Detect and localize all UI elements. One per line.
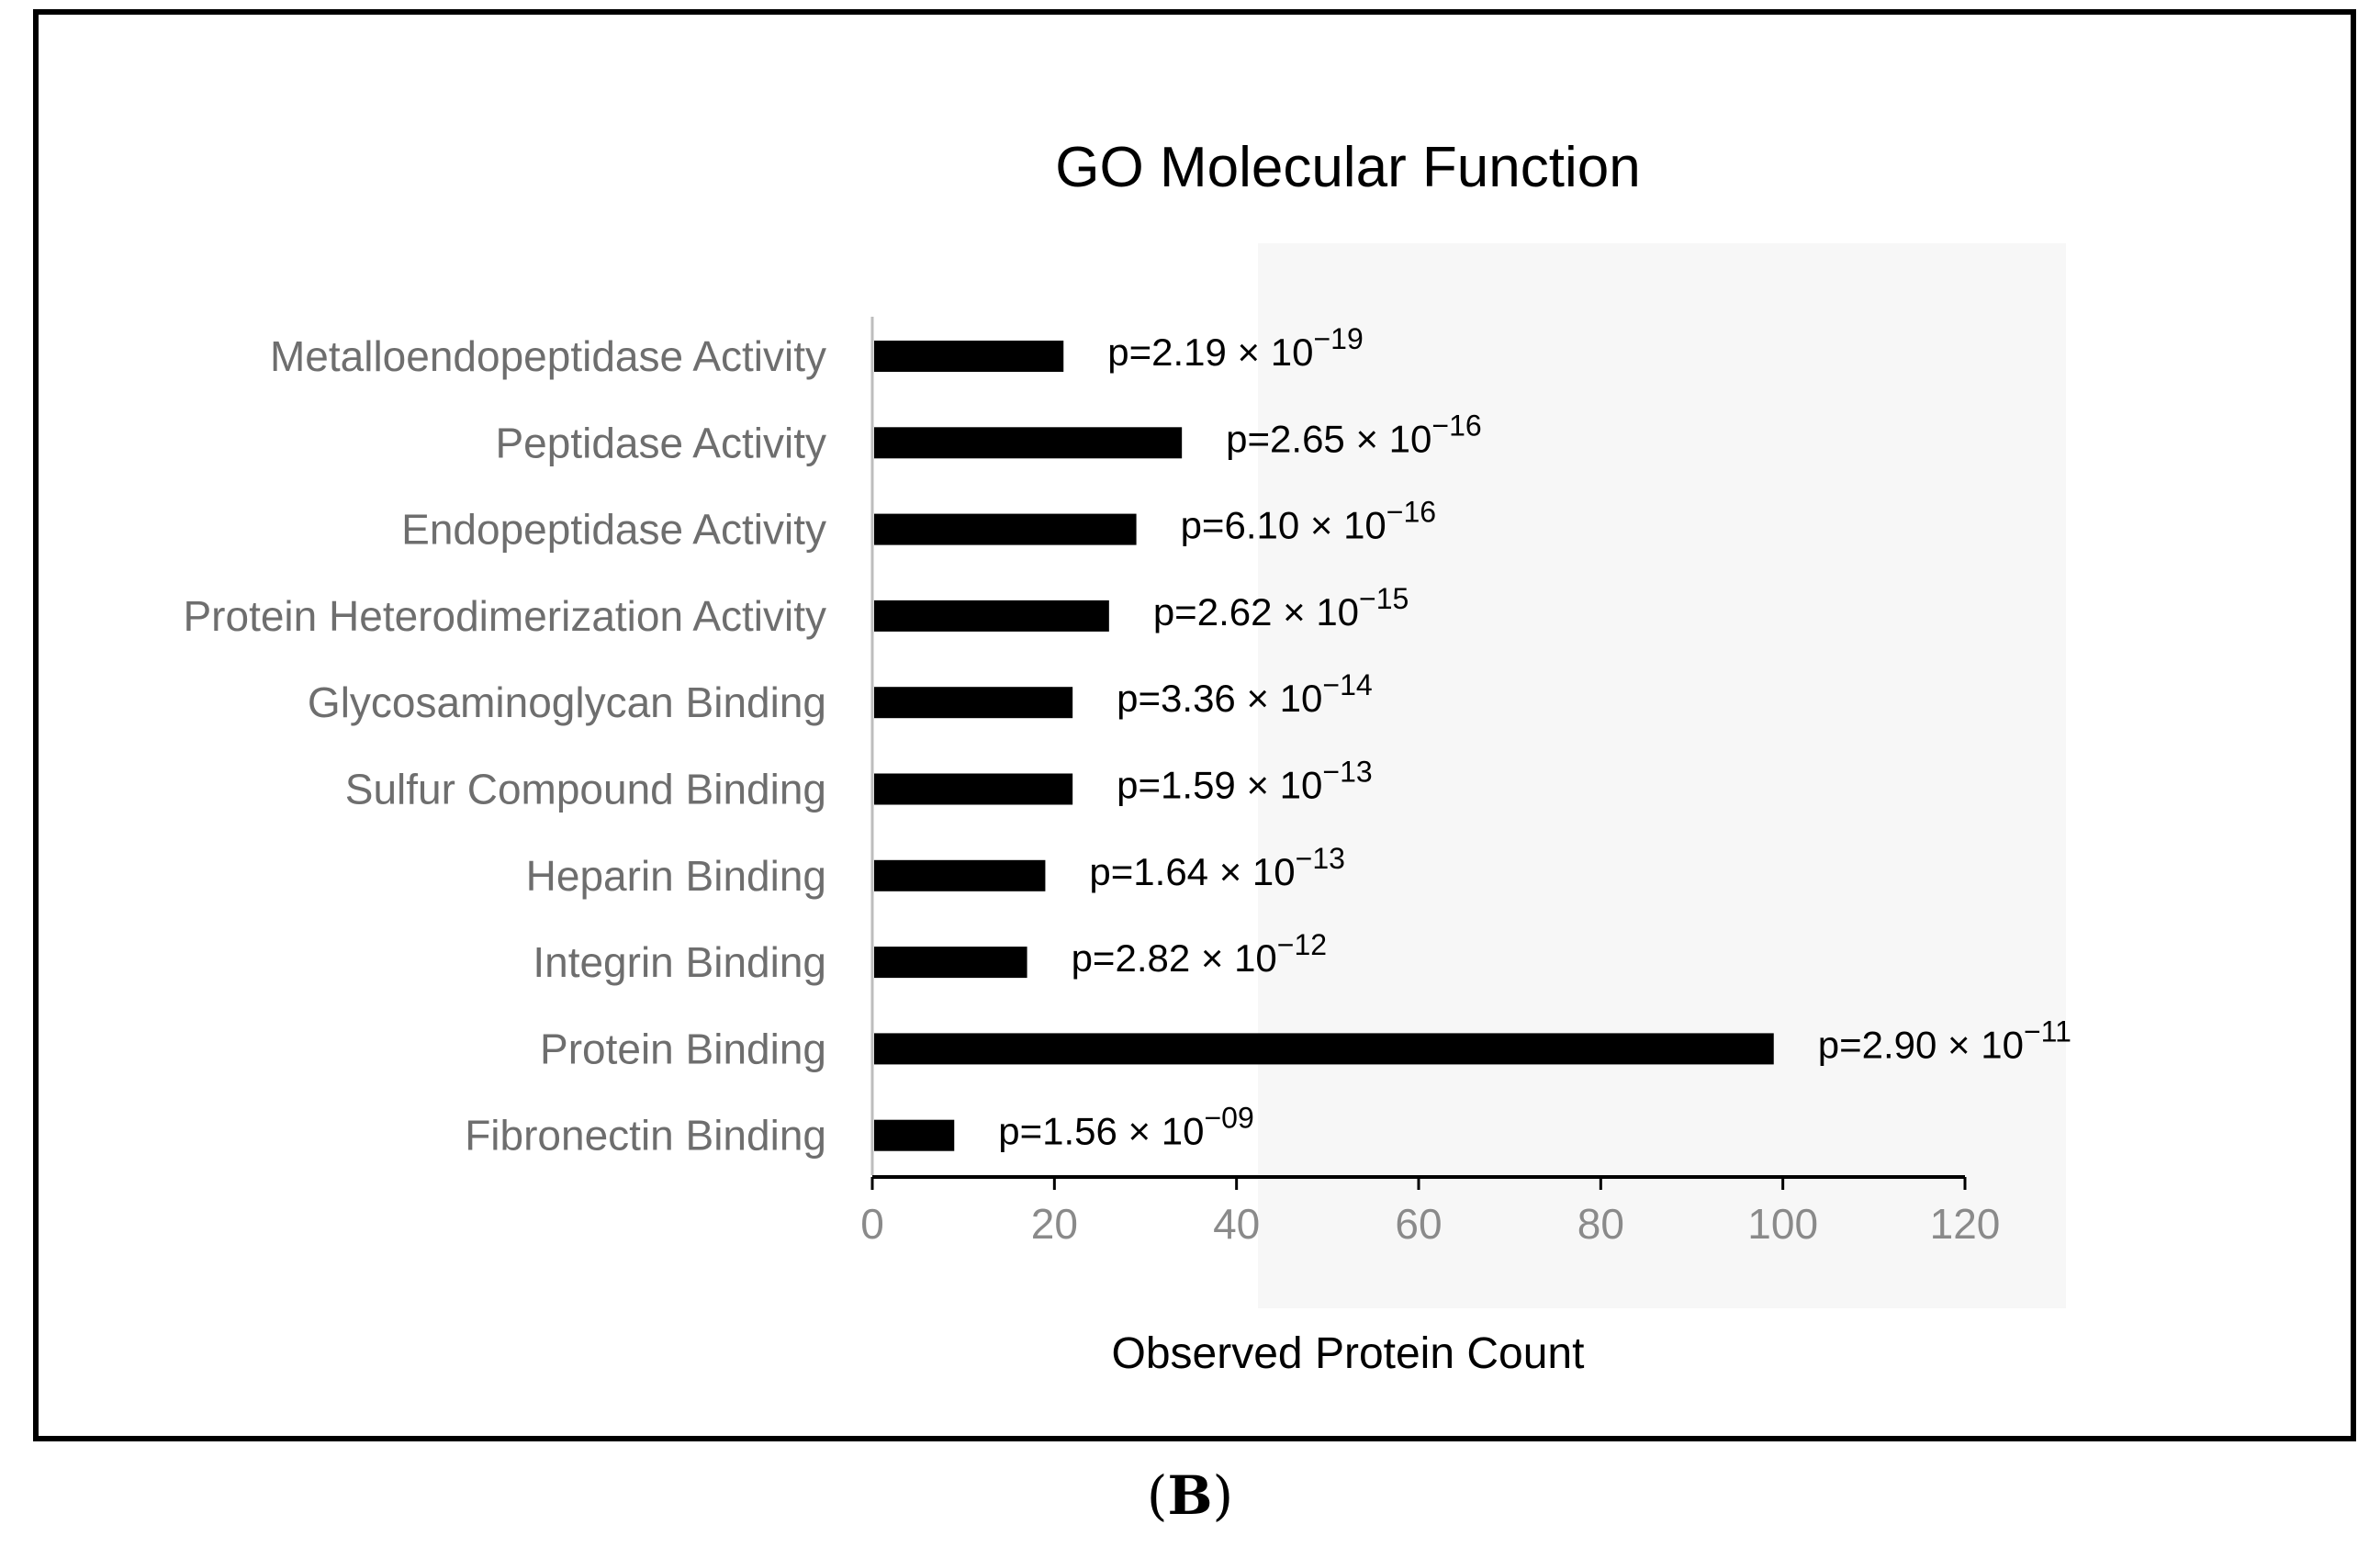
p-value-exponent: −16 — [1431, 409, 1481, 442]
p-value-label: p=1.64 × 10−13 — [1089, 842, 1345, 893]
p-value-label: p=2.62 × 10−15 — [1153, 582, 1409, 633]
x-tick-label: 0 — [860, 1200, 884, 1248]
p-value-exponent: −19 — [1313, 322, 1363, 355]
p-value-label: p=2.19 × 10−19 — [1107, 322, 1364, 374]
p-value-exponent: −13 — [1322, 756, 1372, 789]
category-label: Protein Heterodimerization Activity — [183, 592, 826, 640]
p-value-label: p=1.59 × 10−13 — [1117, 756, 1373, 807]
p-value-mantissa: p=3.36 × 10 — [1117, 677, 1322, 720]
bar — [874, 859, 1046, 891]
bar — [874, 947, 1027, 979]
bar — [874, 687, 1073, 719]
bar — [874, 1033, 1774, 1065]
category-label: Metalloendopeptidase Activity — [270, 332, 826, 380]
p-value-mantissa: p=2.82 × 10 — [1072, 936, 1277, 980]
p-value-exponent: −13 — [1296, 842, 1345, 875]
x-tick-label: 100 — [1747, 1200, 1818, 1248]
x-tick-label: 20 — [1031, 1200, 1078, 1248]
panel-label-close: ) — [1212, 1464, 1234, 1527]
chart-title: GO Molecular Function — [1055, 136, 1640, 199]
x-tick-label: 60 — [1395, 1200, 1442, 1248]
bar — [874, 600, 1109, 632]
p-value-mantissa: p=2.19 × 10 — [1107, 331, 1313, 374]
p-value-mantissa: p=2.90 × 10 — [1818, 1023, 2024, 1066]
bar — [874, 427, 1183, 459]
x-tick-label: 80 — [1577, 1200, 1624, 1248]
category-label: Protein Binding — [540, 1025, 826, 1072]
p-value-mantissa: p=1.59 × 10 — [1117, 764, 1322, 807]
p-value-label: p=2.90 × 10−11 — [1818, 1014, 2071, 1066]
category-label: Endopeptidase Activity — [401, 506, 826, 554]
p-value-mantissa: p=2.65 × 10 — [1226, 417, 1431, 460]
category-label: Fibronectin Binding — [465, 1112, 826, 1160]
category-label: Heparin Binding — [526, 852, 826, 900]
p-value-exponent: −14 — [1322, 668, 1372, 701]
p-value-mantissa: p=1.64 × 10 — [1089, 850, 1295, 893]
p-value-exponent: −11 — [2024, 1014, 2071, 1048]
p-value-label: p=3.36 × 10−14 — [1117, 668, 1373, 720]
p-value-exponent: −16 — [1386, 496, 1436, 529]
panel-label: (B) — [0, 1469, 2380, 1522]
panel-label-open: ( — [1146, 1464, 1168, 1527]
bar — [874, 773, 1073, 805]
p-value-label: p=2.82 × 10−12 — [1072, 928, 1328, 980]
category-label: Sulfur Compound Binding — [345, 766, 826, 813]
p-value-mantissa: p=1.56 × 10 — [998, 1110, 1204, 1153]
p-value-exponent: −15 — [1359, 582, 1409, 615]
p-value-exponent: −12 — [1277, 928, 1327, 961]
p-value-mantissa: p=2.62 × 10 — [1153, 590, 1359, 633]
p-value-label: p=6.10 × 10−16 — [1181, 496, 1437, 547]
p-value-exponent: −09 — [1204, 1102, 1253, 1135]
p-value-label: p=1.56 × 10−09 — [998, 1102, 1254, 1153]
p-value-label: p=2.65 × 10−16 — [1226, 409, 1482, 460]
bar — [874, 1119, 955, 1151]
x-tick-label: 120 — [1930, 1200, 2001, 1248]
bar — [874, 341, 1064, 372]
category-label: Peptidase Activity — [495, 419, 826, 466]
category-label: Integrin Binding — [533, 938, 826, 986]
category-label: Glycosaminoglycan Binding — [308, 678, 826, 726]
bar — [874, 513, 1137, 545]
p-value-mantissa: p=6.10 × 10 — [1181, 504, 1386, 547]
x-tick-label: 40 — [1213, 1200, 1260, 1248]
panel-label-letter: B — [1167, 1464, 1213, 1527]
x-axis-label: Observed Protein Count — [1112, 1329, 1585, 1378]
chart-marks: 0 20 40 60 80 100 120 Metalloendopeptidase Acti… — [183, 322, 2071, 1248]
plot-backdrop — [1258, 243, 2066, 1308]
